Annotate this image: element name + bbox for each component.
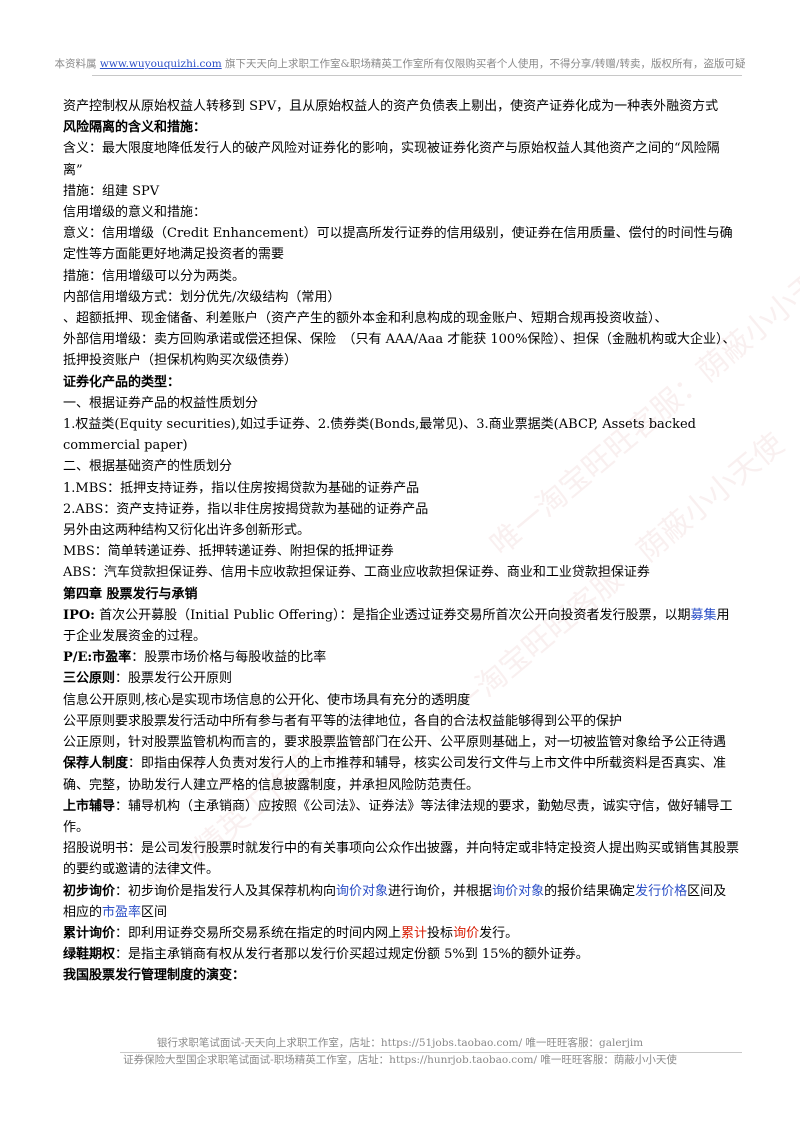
tutor-paragraph: 上市辅导：辅导机构（主承销商）应按照《公司法》、证券法》等法律法规的要求，勤勉尽… [63,796,739,838]
cumulative-term: 累计询价 [63,925,116,941]
paragraph: 意义：信用增级（Credit Enhancement）可以提高所发行证券的信用级… [63,226,733,263]
paragraph: 含义：最大限度地降低发行人的破产风险对证券化的影响，实现被证券化资产与原始权益人… [63,141,720,178]
cumulative-paragraph: 累计询价：即利用证券交易所交易系统在指定的时间内网上累计投标询价发行。 [63,923,739,944]
sangong-text: ：股票发行公开原则 [115,671,233,687]
cumulative-red-2: 询价 [453,925,480,941]
paragraph: 另外由这两种结构又衍化出许多创新形式。 [63,523,311,539]
header-divider [92,75,742,76]
inquiry-text: 进行询价，并根据 [388,883,493,899]
inquiry-text: 区间及相应的 [63,883,727,920]
page-header: 本资料属 www.wuyouquizhi.com 旗下天天向上求职工作室&职场精… [0,56,800,71]
paragraph: 1.MBS：抵押支持证券，指以住房按揭贷款为基础的证券产品 [63,480,420,496]
paragraph: ABS：汽车贷款担保证券、信用卡应收款担保证券、工商业应收款担保证券、商业和工业… [63,565,650,581]
header-suffix: 旗下天天向上求职工作室&职场精英工作室所有仅限购买者个人使用，不得分享/转赠/转… [221,58,746,70]
tutor-term: 上市辅导 [63,798,116,814]
inquiry-paragraph: 初步询价：初步询价是指发行人及其保荐机构向询价对象进行询价，并根据询价对象的报价… [63,881,739,923]
paragraph: 1.权益类(Equity securities),如过手证券、2.债券类(Bon… [63,417,696,454]
cumulative-red-1: 累计 [401,925,428,941]
sangong-term: 三公原则 [63,671,116,687]
paragraph: 外部信用增级：卖方回购承诺或偿还担保、保险 （只有 AAA/Aaa 才能获 10… [63,332,736,369]
cumulative-text: ：即利用证券交易所交易系统在指定的时间内网上 [115,925,402,941]
sponsor-term: 保荐人制度 [63,756,129,772]
paragraph: 一、根据证券产品的权益性质划分 [63,395,259,411]
inquiry-text: 的报价结果确定 [544,883,636,899]
ipo-term: IPO: [63,607,95,623]
footer-line-2: 证券保险大型国企求职笔试面试-职场精英工作室，店址：https://hunrjo… [123,1054,677,1066]
chapter-heading: 第四章 股票发行与承销 [63,586,198,602]
cumulative-text: 发行。 [479,925,519,941]
paragraph: 内部信用增级方式：划分优先/次级结构（常用） [63,289,341,305]
footer-line-1: 银行求职笔试面试-天天向上求职工作室，店址：https://51jobs.tao… [156,1037,644,1049]
section-heading: 证券化产品的类型： [63,374,181,390]
pe-text: ：股票市场价格与每股收益的比率 [131,650,327,666]
pe-term: P/E:市盈率 [63,650,132,666]
footer-divider [120,1052,742,1053]
sponsor-paragraph: 保荐人制度：即指由保荐人负责对发行人的上市推荐和辅导，核实公司发行文件与上市文件… [63,753,739,795]
sangong-paragraph: 三公原则：股票发行公开原则 [63,668,739,689]
header-prefix: 本资料属 [54,58,100,70]
tutor-text: ：辅导机构（主承销商）应按照《公司法》、证券法》等法律法规的要求，勤勉尽责，诚实… [63,798,733,835]
paragraph: 措施：组建 SPV [63,183,160,199]
paragraph: 措施：信用增级可以分为两类。 [63,268,246,284]
cumulative-text: 投标 [427,925,454,941]
paragraph: 公正原则，针对股票监管机构而言的，要求股票监管部门在公开、公平原则基础上，对一切… [63,735,727,751]
inquiry-term: 初步询价 [63,883,116,899]
greenshoe-text: ：是指主承销商有权从发行者那以发行价买超过规定份额 5%到 15%的额外证券。 [115,947,589,963]
inquiry-link-1[interactable]: 询价对象 [336,883,389,899]
greenshoe-paragraph: 绿鞋期权：是指主承销商有权从发行者那以发行价买超过规定份额 5%到 15%的额外… [63,944,739,965]
greenshoe-term: 绿鞋期权 [63,947,116,963]
header-link[interactable]: www.wuyouquizhi.com [99,58,222,70]
paragraph: 公平原则要求股票发行活动中所有参与者有平等的法律地位，各自的合法权益能够得到公平… [63,713,623,729]
section-heading: 我国股票发行管理制度的演变： [63,968,246,984]
ipo-paragraph: IPO: 首次公开募股（Initial Public Offering）：是指企… [63,605,739,647]
paragraph: 、超额抵押、现金储备、利差账户（资产产生的额外本金和利息构成的现金账户、短期合规… [63,311,668,327]
paragraph: 信息公开原则,核心是实现市场信息的公开化、使市场具有充分的透明度 [63,692,471,708]
paragraph: 2.ABS：资产支持证券，指以非住房按揭贷款为基础的证券产品 [63,501,429,517]
document-body: 资产控制权从原始权益人转移到 SPV，且从原始权益人的资产负债表上剔出，使资产证… [63,96,739,987]
paragraph: 资产控制权从原始权益人转移到 SPV，且从原始权益人的资产负债表上剔出，使资产证… [63,99,719,114]
paragraph: 二、根据基础资产的性质划分 [63,459,233,475]
ipo-text-end: 用于企业发展资金的过程。 [63,607,730,645]
ipo-text: 首次公开募股（Initial Public Offering）：是指企业透过证券… [94,607,691,623]
section-heading: 风险隔离的含义和措施： [63,120,207,136]
paragraph: MBS：简单转递证券、抵押转递证券、附担保的抵押证券 [63,544,394,560]
inquiry-text: ：初步询价是指发行人及其保荐机构向 [115,883,337,899]
inquiry-link-4[interactable]: 市盈率 [102,904,142,920]
inquiry-text: 区间 [141,904,168,920]
inquiry-link-3[interactable]: 发行价格 [635,883,688,899]
sponsor-text: ：即指由保荐人负责对发行人的上市推荐和辅导，核实公司发行文件与上市文件中所载资料… [63,756,727,793]
paragraph: 信用增级的意义和措施： [63,205,207,221]
ipo-link[interactable]: 募集 [690,607,717,623]
pe-paragraph: P/E:市盈率：股票市场价格与每股收益的比率 [63,647,739,668]
inquiry-link-2[interactable]: 询价对象 [492,883,545,899]
prospectus-paragraph: 招股说明书：是公司发行股票时就发行中的有关事项向公众作出披露，并向特定或非特定投… [63,841,740,878]
